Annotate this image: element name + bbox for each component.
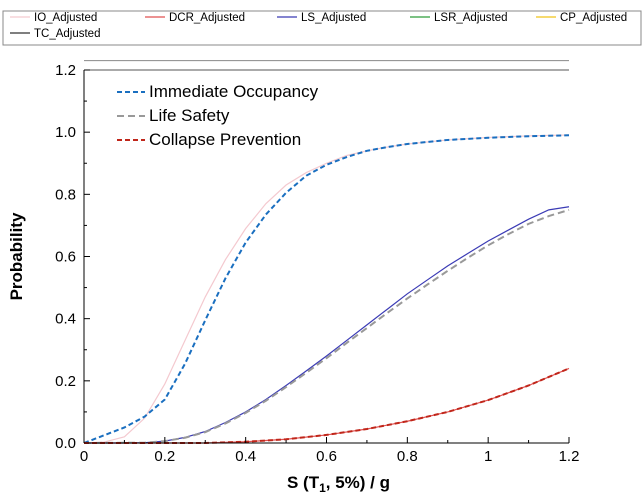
series-line-life-safety (83, 208, 570, 444)
y-tick-label: 0.6 (55, 249, 76, 266)
top-legend-label: LS_Adjusted (301, 12, 366, 24)
y-tick-label: 0.8 (55, 186, 76, 203)
y-tick-label: 0.2 (55, 373, 76, 390)
series-line-immediate-occupancy (83, 134, 570, 444)
top-legend-label: DCR_Adjusted (169, 12, 245, 24)
y-tick-label: 0.0 (55, 435, 76, 452)
x-tick-label: 1 (484, 448, 492, 465)
top-legend-label: LSR_Adjusted (434, 12, 508, 24)
x-tick-label: 1.2 (559, 448, 580, 465)
y-axis-title: Probability (7, 212, 26, 300)
x-tick-label: 0.6 (316, 448, 337, 465)
top-legend-label: CP_Adjusted (560, 12, 627, 24)
inner-legend-label: Collapse Prevention (149, 130, 301, 149)
inner-legend-label: Immediate Occupancy (149, 82, 319, 101)
axes: 0 0.2 0.4 0.6 0.8 1 1.2 0.0 0.2 0.4 0.6 0.8 1.0 1.2 Pr… (7, 62, 579, 495)
inner-legend: Immediate Occupancy Life Safety Collapse P… (117, 82, 319, 149)
series-line-io-adjusted (83, 134, 570, 444)
y-tick-label: 1.2 (55, 62, 76, 79)
x-axis-title: S (T1, 5%) / g (287, 473, 390, 495)
top-legend-label: TC_Adjusted (34, 28, 100, 40)
series-line-collapse-prevention (84, 367, 570, 444)
top-legend-label: IO_Adjusted (34, 12, 97, 24)
plot-area (83, 60, 570, 444)
inner-legend-label: Life Safety (149, 106, 230, 125)
x-tick-label: 0 (80, 448, 88, 465)
top-legend: IO_Adjusted DCR_Adjusted LS_Adjusted LSR_Ad… (2, 10, 642, 46)
x-tick-label: 0.2 (154, 448, 175, 465)
y-tick-label: 1.0 (55, 124, 76, 141)
y-tick-label: 0.4 (55, 311, 76, 328)
x-tick-label: 0.4 (235, 448, 256, 465)
x-tick-label: 0.8 (397, 448, 418, 465)
top-legend-box (2, 10, 642, 46)
series-line-ls-adjusted (84, 206, 570, 444)
